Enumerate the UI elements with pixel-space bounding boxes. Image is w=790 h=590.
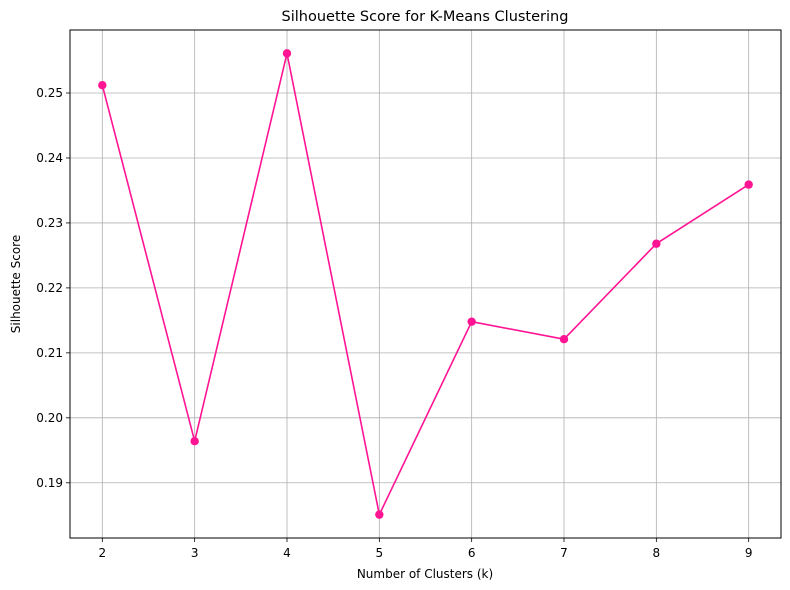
data-point [652,239,661,248]
x-tick-label: 3 [191,546,199,560]
data-point [559,335,569,344]
y-tick-label: 0.24 [36,151,63,165]
data-point [190,437,199,446]
x-tick-label: 6 [468,546,476,560]
data-point [98,81,107,90]
y-tick-label: 0.25 [36,86,63,100]
series-line [101,52,750,516]
x-tick-label: 7 [560,546,568,560]
grid [70,30,781,538]
x-tick-label: 4 [283,546,291,560]
y-tick-label: 0.19 [36,476,63,490]
y-tick-label: 0.22 [36,281,63,295]
y-tick-label: 0.23 [36,216,63,230]
data-point [282,49,292,58]
y-axis-label: Silhouette Score [9,235,23,333]
data-point [375,510,384,519]
x-tick-label: 5 [376,546,384,560]
plot-frame [69,29,782,539]
x-tick-label: 9 [745,546,753,560]
chart-title: Silhouette Score for K-Means Clustering [282,9,569,25]
x-tick-label: 8 [653,546,661,560]
axis-ticks: 2 3 4 5 6 7 8 9 0.19 0.20 0.21 0.22 0.23 0.24 0.25 [36,86,752,560]
series-layer [98,49,753,519]
y-tick-label: 0.20 [36,411,63,425]
x-tick-label: 2 [98,546,106,560]
data-point [467,317,476,326]
data-point [744,180,753,189]
x-axis-label: Number of Clusters (k) [357,567,493,581]
y-tick-label: 0.21 [36,346,63,360]
